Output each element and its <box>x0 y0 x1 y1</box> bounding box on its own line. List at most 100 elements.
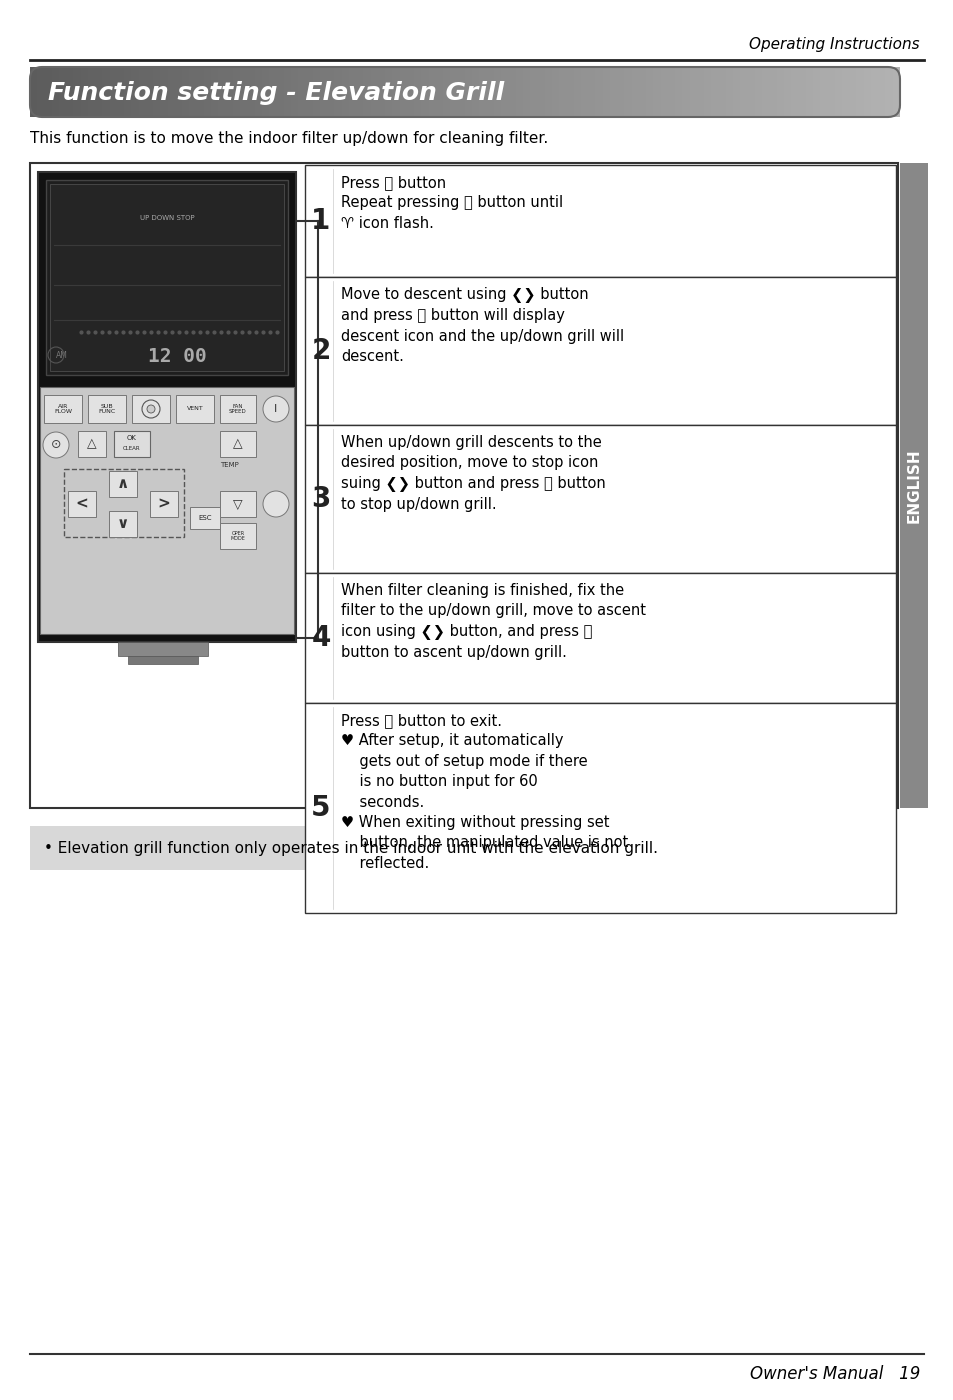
Bar <box>522 67 530 118</box>
Bar <box>660 67 668 118</box>
Bar <box>385 67 393 118</box>
Bar <box>233 67 240 118</box>
Text: 3: 3 <box>311 484 331 512</box>
Bar <box>150 491 178 517</box>
Bar <box>182 67 190 118</box>
Text: Press ⓒ button to exit.
♥ After setup, it automatically
    gets out of setup mo: Press ⓒ button to exit. ♥ After setup, i… <box>340 713 628 871</box>
Bar <box>624 67 632 118</box>
Bar <box>464 67 473 118</box>
Bar <box>117 67 125 118</box>
Bar <box>327 67 335 118</box>
Bar <box>319 67 328 118</box>
Bar <box>190 67 197 118</box>
Bar <box>73 67 81 118</box>
Text: Function setting - Elevation Grill: Function setting - Elevation Grill <box>48 81 504 105</box>
Bar <box>313 67 320 118</box>
Bar <box>305 703 895 913</box>
Bar <box>826 67 835 118</box>
Bar <box>573 67 581 118</box>
Bar <box>226 67 233 118</box>
Bar <box>537 67 545 118</box>
Bar <box>78 431 106 456</box>
Bar <box>428 67 436 118</box>
Bar <box>516 67 523 118</box>
Text: OK: OK <box>127 435 137 441</box>
Text: OPER
MODE: OPER MODE <box>231 531 245 542</box>
Bar <box>298 67 306 118</box>
Bar <box>128 657 198 664</box>
Bar <box>102 67 111 118</box>
Bar <box>220 395 255 423</box>
Text: CLEAR: CLEAR <box>123 447 141 451</box>
Bar <box>88 67 95 118</box>
Bar <box>88 395 126 423</box>
Bar <box>494 67 501 118</box>
Bar <box>407 67 415 118</box>
Bar <box>776 67 783 118</box>
Bar <box>631 67 639 118</box>
Bar <box>602 67 610 118</box>
Bar <box>580 67 588 118</box>
Bar <box>421 67 429 118</box>
Bar <box>472 67 479 118</box>
Bar <box>667 67 675 118</box>
Bar <box>675 67 682 118</box>
Bar <box>486 67 494 118</box>
Bar <box>769 67 777 118</box>
Bar <box>884 67 892 118</box>
Bar <box>118 643 208 657</box>
Text: FAN
SPEED: FAN SPEED <box>229 403 247 414</box>
Text: UP DOWN STOP: UP DOWN STOP <box>139 216 194 221</box>
Bar <box>59 67 67 118</box>
Bar <box>113 431 150 456</box>
Bar <box>450 67 457 118</box>
Bar <box>81 67 89 118</box>
Bar <box>414 67 421 118</box>
Bar <box>820 67 827 118</box>
Bar <box>834 67 841 118</box>
Bar <box>68 491 96 517</box>
Circle shape <box>263 491 289 517</box>
Text: TEMP: TEMP <box>220 462 238 468</box>
Bar <box>697 67 704 118</box>
Bar <box>335 67 342 118</box>
Text: Press ⓒ button
Repeat pressing ⓒ button until
♈ icon flash.: Press ⓒ button Repeat pressing ⓒ button … <box>340 175 562 231</box>
Bar <box>392 67 400 118</box>
Text: AM: AM <box>56 350 68 360</box>
Bar <box>790 67 799 118</box>
Bar <box>689 67 697 118</box>
Circle shape <box>147 405 154 413</box>
Bar <box>862 67 871 118</box>
Bar <box>892 67 900 118</box>
Bar <box>479 67 487 118</box>
Bar <box>30 162 897 808</box>
Text: 1: 1 <box>311 207 331 235</box>
Bar <box>153 67 161 118</box>
Text: Operating Instructions: Operating Instructions <box>749 38 919 52</box>
Bar <box>168 67 175 118</box>
Bar <box>856 67 863 118</box>
Bar <box>558 67 566 118</box>
Bar <box>196 67 204 118</box>
Bar <box>566 67 574 118</box>
Text: SUB
FUNC: SUB FUNC <box>98 403 115 414</box>
Text: Owner's Manual   19: Owner's Manual 19 <box>749 1365 919 1383</box>
Bar <box>109 470 137 497</box>
Bar <box>544 67 552 118</box>
Bar <box>51 67 59 118</box>
Bar <box>718 67 726 118</box>
Bar <box>109 511 137 538</box>
Bar <box>283 67 292 118</box>
Bar <box>457 67 465 118</box>
Bar <box>711 67 719 118</box>
Text: VENT: VENT <box>187 406 203 412</box>
Bar <box>645 67 654 118</box>
Text: 5: 5 <box>311 794 331 822</box>
Bar <box>276 67 284 118</box>
Text: Move to descent using ❮❯ button
and press ⓒ button will display
descent icon and: Move to descent using ❮❯ button and pres… <box>340 287 623 364</box>
Bar <box>848 67 856 118</box>
Bar <box>305 426 895 573</box>
Text: I: I <box>274 405 277 414</box>
Bar <box>725 67 733 118</box>
Bar <box>211 67 219 118</box>
